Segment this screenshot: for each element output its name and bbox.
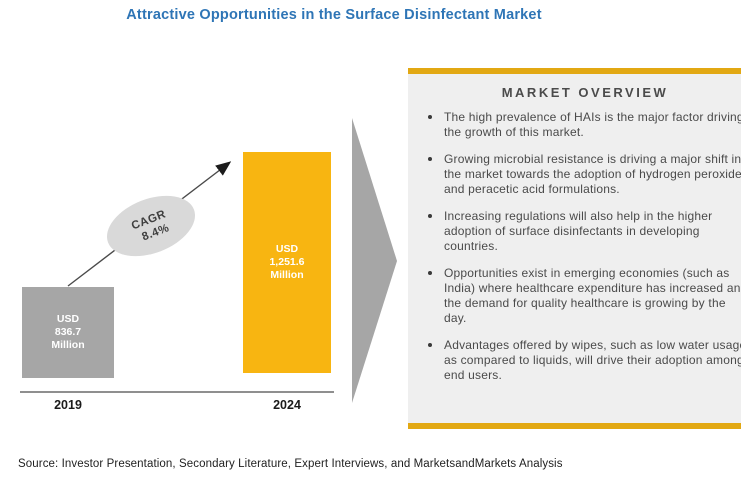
panel-header: MARKET OVERVIEW xyxy=(501,85,669,100)
panel-body: MARKET OVERVIEW The high prevalence of H… xyxy=(408,74,741,423)
list-item: Advantages offered by wipes, such as low… xyxy=(426,338,741,383)
bullet-text: Increasing regulations will also help in… xyxy=(444,209,713,253)
panel-bottom-accent-bar xyxy=(408,423,741,429)
bar-2019-line2: 836.7 xyxy=(54,326,82,338)
x-tick-2024: 2024 xyxy=(273,398,301,412)
list-item: Growing microbial resistance is driving … xyxy=(426,152,741,197)
bar-2024-line1: USD xyxy=(275,243,299,255)
bullet-text: Advantages offered by wipes, such as low… xyxy=(444,338,741,382)
bar-2019-line3: Million xyxy=(51,339,85,351)
market-overview-panel: MARKET OVERVIEW The high prevalence of H… xyxy=(408,68,741,429)
list-item: Opportunities exist in emerging economie… xyxy=(426,266,741,326)
bar-2024-line3: Million xyxy=(270,269,304,281)
cagr-value: 8.4% xyxy=(140,222,171,243)
bullet-dot-icon xyxy=(426,157,434,161)
bullet-dot-icon xyxy=(426,343,434,347)
bar-2024-value: USD 1,251.6 Million xyxy=(269,243,304,282)
x-axis-line xyxy=(20,391,334,393)
bar-2024-line2: 1,251.6 xyxy=(269,256,305,268)
cagr-badge: CAGR 8.4% xyxy=(106,195,196,257)
bar-2019: USD 836.7 Million xyxy=(22,287,114,378)
bar-2019-line1: USD xyxy=(56,313,80,325)
bullet-dot-icon xyxy=(426,271,434,275)
bar-2019-value: USD 836.7 Million xyxy=(51,313,84,352)
bullet-dot-icon xyxy=(426,214,434,218)
cagr-label: CAGR xyxy=(130,208,168,232)
bullet-text: Growing microbial resistance is driving … xyxy=(444,152,741,196)
source-note: Source: Investor Presentation, Secondary… xyxy=(18,458,563,470)
list-item: The high prevalence of HAIs is the major… xyxy=(426,110,741,140)
bullet-text: The high prevalence of HAIs is the major… xyxy=(444,110,741,139)
list-item: Increasing regulations will also help in… xyxy=(426,209,741,254)
overview-bullet-list: The high prevalence of HAIs is the major… xyxy=(422,110,741,383)
flow-arrow-icon xyxy=(352,118,397,403)
bullet-dot-icon xyxy=(426,115,434,119)
cagr-ellipse xyxy=(106,195,196,257)
page-title: Attractive Opportunities in the Surface … xyxy=(126,7,542,23)
growth-arrow-icon xyxy=(67,161,232,287)
bullet-text: Opportunities exist in emerging economie… xyxy=(444,266,741,325)
bar-2024: USD 1,251.6 Million xyxy=(243,152,331,373)
panel-top-accent-bar xyxy=(408,68,741,74)
x-tick-2019: 2019 xyxy=(54,398,82,412)
